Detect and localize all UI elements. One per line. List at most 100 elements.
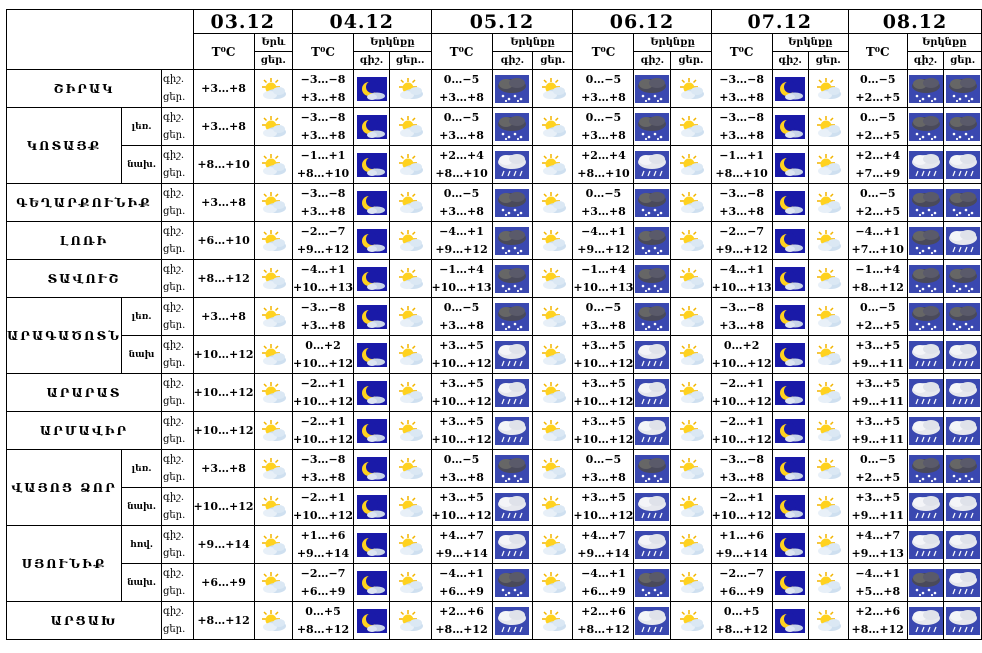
snow-cloud-icon xyxy=(495,74,530,103)
snow-cloud-icon xyxy=(908,302,943,331)
night-temp: −1…+4 xyxy=(581,262,626,276)
temp-cell: +9…+14 xyxy=(192,525,255,564)
temp-cell: 0…−5 +3…+8 xyxy=(430,183,493,222)
night-temp: −1…+4 xyxy=(855,262,901,276)
subregion-name: լեռ. xyxy=(121,297,162,336)
sun-cloud-icon xyxy=(817,381,842,403)
temp-cell: +6…+9 xyxy=(192,563,255,602)
sky-header: Երկնքը xyxy=(771,33,849,52)
time-of-day-cell: գիշ. ցեր. xyxy=(160,69,194,108)
day-temp: +2…+5 xyxy=(855,128,901,142)
night-temp: −2…+1 xyxy=(300,414,346,428)
temp-cell: −2…+1 +10…+12 xyxy=(710,487,773,526)
temp-cell: +10…+12 xyxy=(192,411,255,450)
day-sky-cell xyxy=(943,183,982,222)
sky-header: Երկնքը xyxy=(633,33,712,52)
night-sky-cell xyxy=(633,221,672,260)
time-of-day-cell: գիշ. ցեր. xyxy=(160,525,194,564)
sun-cloud-icon xyxy=(817,419,842,441)
night-label: գիշ. xyxy=(162,567,185,579)
day-sky-cell xyxy=(807,69,849,108)
rain-cloud-icon xyxy=(908,150,943,179)
night-temp: +1…+6 xyxy=(300,528,346,542)
snow-cloud-icon xyxy=(495,454,530,483)
moon-night-icon xyxy=(775,190,806,215)
day-sky-cell xyxy=(670,563,712,602)
night-temp: +3…+5 xyxy=(581,376,626,390)
day-temp: +10…+12 xyxy=(573,432,634,446)
day-sky-cell xyxy=(388,601,432,640)
night-temp: −3…−8 xyxy=(300,110,346,124)
temp-cell: 0…+2 +10…+12 xyxy=(710,335,773,374)
night-sky-cell xyxy=(491,69,534,108)
day-temp: +9…+11 xyxy=(851,356,904,370)
snow-cloud-icon xyxy=(945,264,980,293)
day-temp: +9…+14 xyxy=(577,546,630,560)
sun-cloud-icon xyxy=(399,153,424,175)
night-sky-cell xyxy=(771,449,809,488)
day-sky-cell xyxy=(807,183,849,222)
temp-cell: −1…+4 +10…+13 xyxy=(572,259,635,298)
moon-night-icon xyxy=(356,608,387,633)
time-of-day-cell: գիշ. ցեր. xyxy=(160,259,194,298)
day-sky-cell xyxy=(388,69,432,108)
day-temp: +10…+12 xyxy=(431,508,492,522)
temp-cell: 0…−5 +3…+8 xyxy=(430,107,493,146)
night-sky-cell xyxy=(353,107,390,146)
night-temp: +2…+4 xyxy=(855,148,901,162)
table-row: ԱՐՄԱՎԻՐ գիշ. ցեր. +10…+12 −2…+1 +10…+12 +3…+5 +… xyxy=(6,411,982,450)
night-temp: 0…−5 xyxy=(859,110,896,124)
day-temp: +8…+12 xyxy=(577,622,630,636)
day-temp: +3…+8 xyxy=(439,318,484,332)
rain-cloud-icon xyxy=(495,606,530,635)
day-sky-cell xyxy=(532,145,574,184)
temp-cell: −3…−8 +3…+8 xyxy=(710,107,773,146)
moon-night-icon xyxy=(775,608,806,633)
temp-cell: +3…+5 +10…+12 xyxy=(572,373,635,412)
sun-cloud-icon xyxy=(817,609,842,631)
night-sky-cell xyxy=(771,259,809,298)
moon-night-icon xyxy=(775,114,806,139)
temp-cell: +3…+5 +10…+12 xyxy=(430,335,493,374)
night-sky-cell xyxy=(633,145,672,184)
night-sky-cell xyxy=(906,335,945,374)
day-temp: +3…+8 xyxy=(201,195,246,209)
night-temp: +3…+5 xyxy=(855,414,901,428)
day-temp: +10…+12 xyxy=(711,432,772,446)
snow-cloud-icon xyxy=(495,112,530,141)
rain-cloud-icon xyxy=(635,530,670,559)
rain-cloud-icon xyxy=(635,606,670,635)
night-temp: 0…−5 xyxy=(859,72,896,86)
day-temp: +3…+8 xyxy=(719,128,764,142)
temp-cell: +3…+8 xyxy=(192,183,255,222)
sun-cloud-icon xyxy=(541,191,566,213)
temp-cell: +3…+5 +10…+12 xyxy=(430,411,493,450)
table-row: ԱՐԱԳԱԾՈՏՆ լեռ. գիշ. ցեր. +3…+8 −3…−8 +3…+8 0…−5… xyxy=(5,297,982,374)
snow-cloud-icon xyxy=(908,188,943,217)
night-temp: −4…+1 xyxy=(855,566,901,580)
temp-cell: −3…−8 +3…+8 xyxy=(291,69,355,108)
night-sky-cell xyxy=(491,373,534,412)
date-header: 04.12 xyxy=(291,9,432,34)
sun-cloud-icon xyxy=(541,533,566,555)
night-temp: +2…+6 xyxy=(855,604,901,618)
day-temp: +10…+12 xyxy=(292,394,354,408)
region-name: ԿՈՏԱՅՔ xyxy=(5,107,123,184)
temp-cell: 0…+5 +8…+12 xyxy=(710,601,773,640)
day-temp: +3…+8 xyxy=(439,128,484,142)
moon-night-icon xyxy=(356,532,387,557)
night-temp: −2…+1 xyxy=(719,414,764,428)
sun-cloud-icon xyxy=(262,571,287,593)
sun-cloud-icon xyxy=(541,305,566,327)
day-sky-cell xyxy=(388,411,432,450)
day-sky-cell xyxy=(532,259,574,298)
moon-night-icon xyxy=(356,266,387,291)
day-temp: +10…+12 xyxy=(573,394,634,408)
day-temp: +8…+12 xyxy=(296,622,350,636)
day-sky-cell xyxy=(670,221,712,260)
night-temp: −3…−8 xyxy=(719,300,764,314)
day-temp: +10…+12 xyxy=(292,508,354,522)
night-label: գիշ. xyxy=(162,415,185,427)
temp-cell: −1…+4 +8…+12 xyxy=(847,259,908,298)
day-temp: +3…+8 xyxy=(201,119,246,133)
